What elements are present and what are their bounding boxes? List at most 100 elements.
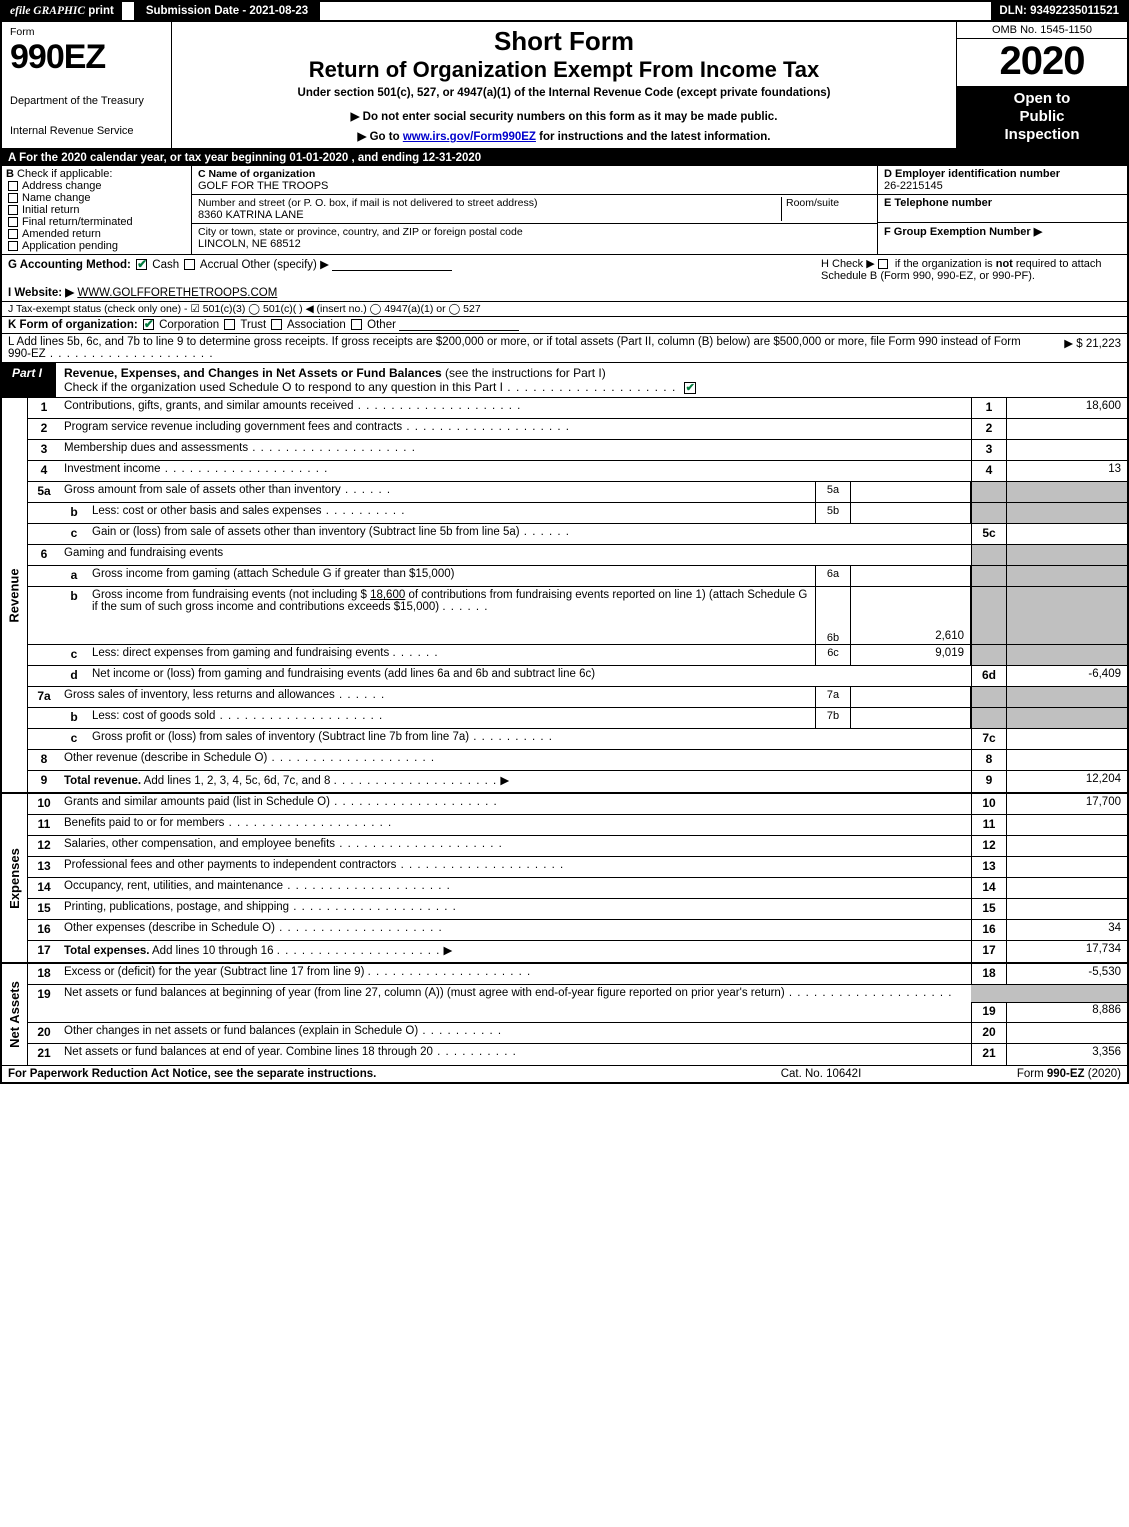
val-6b: 2,610	[851, 587, 971, 644]
form-header: Form 990EZ Department of the Treasury In…	[2, 22, 1127, 150]
val-5a	[851, 482, 971, 502]
paperwork-notice: For Paperwork Reduction Act Notice, see …	[8, 1068, 721, 1080]
dept-treasury: Department of the Treasury	[10, 95, 163, 107]
amt-18: -5,530	[1007, 964, 1127, 984]
city-label: City or town, state or province, country…	[198, 226, 523, 238]
box-b: B Check if applicable: Address change Na…	[2, 166, 192, 254]
open-to-public: Open to Public Inspection	[957, 86, 1127, 148]
amt-20	[1007, 1023, 1127, 1043]
amt-10: 17,700	[1007, 794, 1127, 814]
checkbox-amended-return[interactable]	[8, 229, 18, 239]
part-1-schedule-o-note: Check if the organization used Schedule …	[64, 380, 503, 394]
dept-irs: Internal Revenue Service	[10, 125, 163, 137]
website-label: I Website: ▶	[8, 287, 74, 299]
val-6c: 9,019	[851, 645, 971, 665]
line-l: L Add lines 5b, 6c, and 7b to line 9 to …	[2, 334, 1127, 363]
ssn-warning: ▶ Do not enter social security numbers o…	[180, 109, 948, 123]
form-number: 990EZ	[10, 38, 163, 77]
org-name-label: C Name of organization	[198, 168, 315, 180]
amt-3	[1007, 440, 1127, 460]
checkbox-other[interactable]	[351, 319, 362, 330]
val-6a	[851, 566, 971, 586]
group-exemption-label: F Group Exemption Number ▶	[884, 226, 1042, 238]
expenses-section: Expenses 10Grants and similar amounts pa…	[2, 794, 1127, 964]
revenue-section: Revenue 1Contributions, gifts, grants, a…	[2, 398, 1127, 794]
dln: DLN: 93492235011521	[991, 2, 1127, 20]
checkbox-association[interactable]	[271, 319, 282, 330]
amt-5c	[1007, 524, 1127, 544]
net-assets-side-label: Net Assets	[7, 981, 22, 1048]
amt-19: 8,886	[1092, 1004, 1121, 1016]
checkbox-initial-return[interactable]	[8, 205, 18, 215]
efile-graphic-print: efile GRAPHIC print	[2, 2, 122, 20]
org-address: 8360 KATRINA LANE	[198, 209, 781, 221]
short-form-title: Short Form	[180, 26, 948, 57]
org-city: LINCOLN, NE 68512	[198, 238, 871, 250]
checkbox-trust[interactable]	[224, 319, 235, 330]
catalog-number: Cat. No. 10642I	[721, 1068, 921, 1080]
accounting-method-label: G Accounting Method:	[8, 259, 131, 271]
expenses-side-label: Expenses	[7, 848, 22, 909]
tax-year: 2020	[957, 39, 1127, 84]
amt-6d: -6,409	[1007, 666, 1127, 686]
amt-17: 17,734	[1007, 941, 1127, 962]
checkbox-schedule-o[interactable]	[684, 382, 696, 394]
submission-date: Submission Date - 2021-08-23	[134, 2, 320, 20]
line-j: J Tax-exempt status (check only one) - ☑…	[2, 302, 1127, 317]
addr-label: Number and street (or P. O. box, if mail…	[198, 197, 537, 209]
website-value: WWW.GOLFFORETHETROOPS.COM	[77, 287, 277, 299]
val-7a	[851, 687, 971, 707]
ein-label: D Employer identification number	[884, 168, 1060, 180]
checkbox-final-return[interactable]	[8, 217, 18, 227]
amt-8	[1007, 750, 1127, 770]
line-g-h: G Accounting Method: Cash Accrual Other …	[2, 255, 1127, 302]
revenue-side-label: Revenue	[7, 568, 22, 622]
checkbox-address-change[interactable]	[8, 181, 18, 191]
irs-link[interactable]: www.irs.gov/Form990EZ	[403, 131, 536, 143]
org-info-block: B Check if applicable: Address change Na…	[2, 166, 1127, 255]
val-7b	[851, 708, 971, 728]
form-title: Return of Organization Exempt From Incom…	[180, 57, 948, 83]
line-k: K Form of organization: Corporation Trus…	[2, 317, 1127, 334]
checkbox-accrual[interactable]	[184, 259, 195, 270]
form-ref: Form 990-EZ (2020)	[921, 1068, 1121, 1080]
checkbox-schedule-b[interactable]	[878, 259, 888, 269]
amt-11	[1007, 815, 1127, 835]
page-footer: For Paperwork Reduction Act Notice, see …	[2, 1066, 1127, 1082]
amt-7c	[1007, 729, 1127, 749]
ein-value: 26-2215145	[884, 180, 943, 192]
org-name: GOLF FOR THE TROOPS	[198, 180, 871, 192]
gross-receipts: ▶ $ 21,223	[1044, 336, 1121, 360]
checkbox-application-pending[interactable]	[8, 241, 18, 251]
top-bar: efile GRAPHIC print Submission Date - 20…	[2, 2, 1127, 22]
part-1-tag: Part I	[2, 363, 56, 397]
amt-13	[1007, 857, 1127, 877]
checkbox-corporation[interactable]	[143, 319, 154, 330]
form-subtitle: Under section 501(c), 527, or 4947(a)(1)…	[180, 87, 948, 99]
tel-label: E Telephone number	[884, 197, 992, 209]
omb-number: OMB No. 1545-1150	[957, 22, 1127, 39]
part-1-title: Revenue, Expenses, and Changes in Net As…	[64, 366, 442, 380]
form-990ez-page: efile GRAPHIC print Submission Date - 20…	[0, 0, 1129, 1084]
checkbox-cash[interactable]	[136, 259, 147, 270]
amt-1: 18,600	[1007, 398, 1127, 418]
instructions-link-line: ▶ Go to www.irs.gov/Form990EZ for instru…	[180, 129, 948, 143]
amt-16: 34	[1007, 920, 1127, 940]
checkbox-name-change[interactable]	[8, 193, 18, 203]
line-a-tax-year: A For the 2020 calendar year, or tax yea…	[2, 150, 1127, 166]
box-c: C Name of organization GOLF FOR THE TROO…	[192, 166, 877, 254]
amt-9: 12,204	[1007, 771, 1127, 792]
part-1-header: Part I Revenue, Expenses, and Changes in…	[2, 363, 1127, 398]
amt-15	[1007, 899, 1127, 919]
amt-12	[1007, 836, 1127, 856]
amt-4: 13	[1007, 461, 1127, 481]
box-b-label: Check if applicable:	[17, 168, 112, 180]
amt-2	[1007, 419, 1127, 439]
amt-14	[1007, 878, 1127, 898]
box-def: D Employer identification number 26-2215…	[877, 166, 1127, 254]
room-label: Room/suite	[786, 197, 839, 209]
amt-21: 3,356	[1007, 1044, 1127, 1065]
form-label: Form	[10, 26, 163, 38]
net-assets-section: Net Assets 18Excess or (deficit) for the…	[2, 964, 1127, 1066]
val-5b	[851, 503, 971, 523]
